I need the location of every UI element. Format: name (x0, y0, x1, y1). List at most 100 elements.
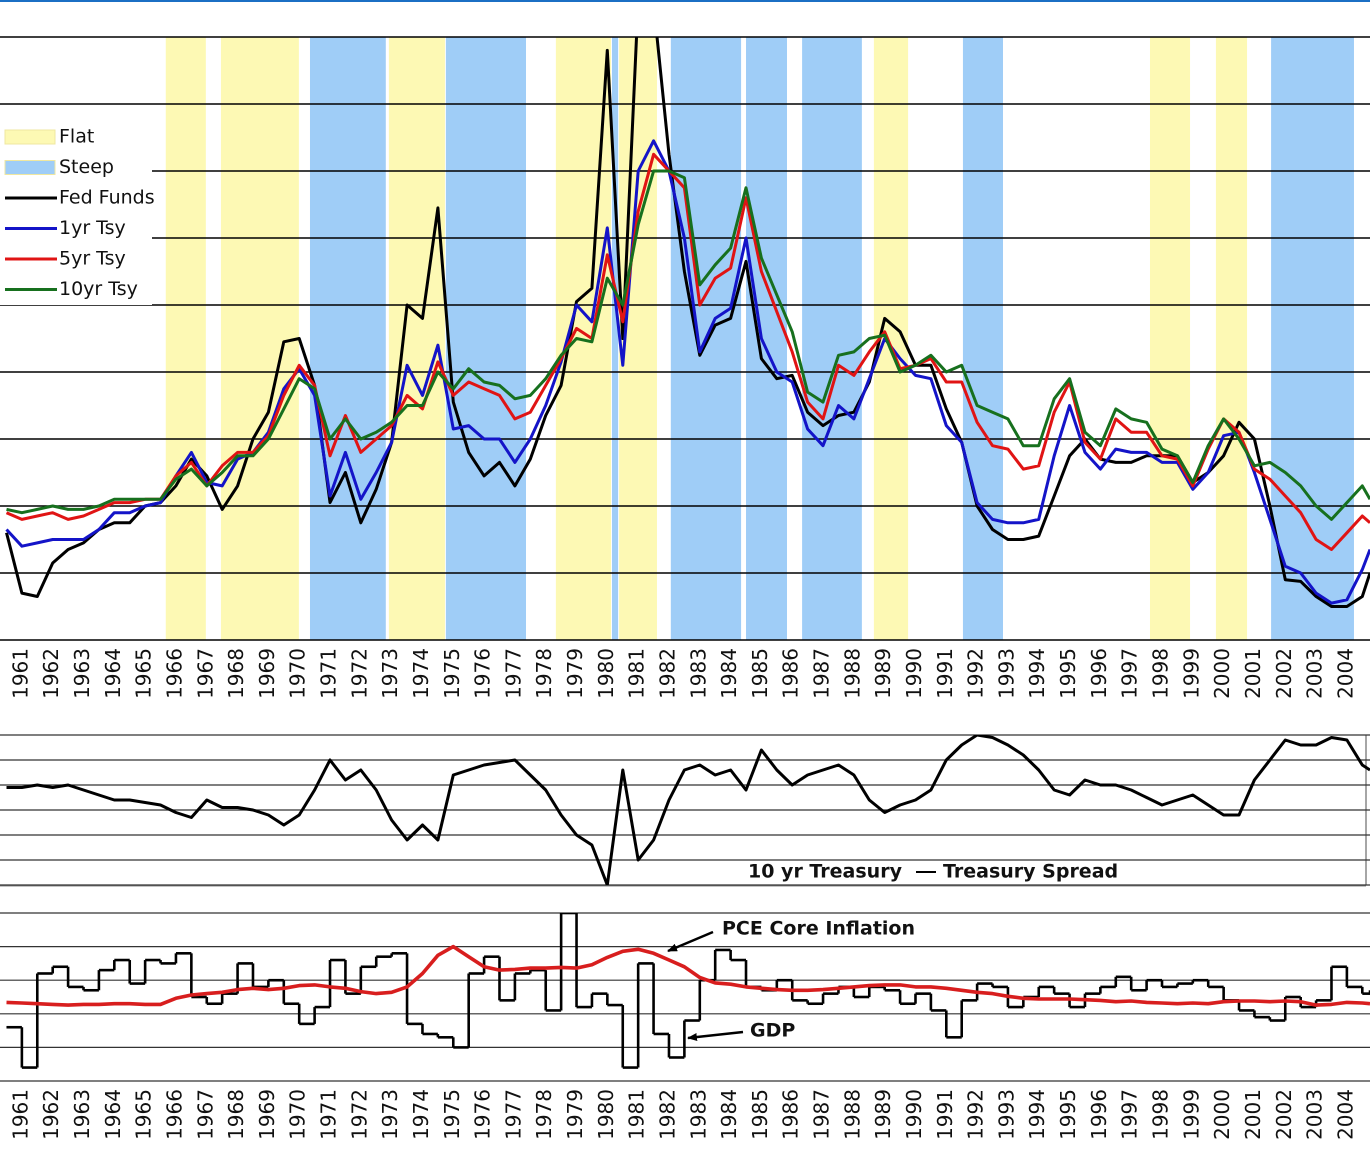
x-tick-label: 1993 (994, 1089, 1018, 1140)
x-tick-label: 1972 (347, 648, 371, 699)
x-tick-label: 1995 (1056, 648, 1080, 699)
x-tick-label: 1996 (1087, 1089, 1111, 1140)
x-tick-label: 2000 (1210, 1089, 1234, 1140)
x-tick-label: 1992 (964, 648, 988, 699)
x-tick-label: 1976 (471, 1089, 495, 1140)
header-rule (0, 0, 1370, 2)
x-tick-label: 1978 (532, 648, 556, 699)
x-tick-label: 1988 (840, 648, 864, 699)
x-tick-label: 1967 (193, 1089, 217, 1140)
regime-band (611, 37, 619, 640)
legend-label: Flat (59, 126, 94, 148)
x-tick-label: 1976 (471, 648, 495, 699)
x-tick-label: 1970 (286, 648, 310, 699)
x-tick-label: 2000 (1210, 648, 1234, 699)
x-tick-label: 1989 (871, 1089, 895, 1140)
x-tick-label: 1980 (594, 648, 618, 699)
regime-band (220, 37, 299, 640)
x-tick-label: 1981 (625, 1089, 649, 1140)
x-tick-label: 1969 (255, 1089, 279, 1140)
label-arrow (667, 930, 714, 953)
x-tick-label: 1984 (717, 1089, 741, 1140)
legend-box (0, 120, 152, 305)
x-tick-label: 1972 (347, 1089, 371, 1140)
x-tick-label: 1961 (8, 648, 32, 699)
series-label: PCE Core Inflation (722, 918, 915, 940)
x-tick-label: 2002 (1272, 1089, 1296, 1140)
x-tick-label: 1995 (1056, 1089, 1080, 1140)
x-tick-label: 1991 (933, 648, 957, 699)
x-tick-label: 1973 (378, 648, 402, 699)
x-tick-label: 1969 (255, 648, 279, 699)
x-tick-label: 1973 (378, 1089, 402, 1140)
series-line (6, 169, 1370, 521)
x-tick-label: 2004 (1333, 1089, 1357, 1140)
x-tick-label: 1966 (162, 648, 186, 699)
legend-label: 5yr Tsy (59, 248, 126, 270)
x-tick-label: 1999 (1179, 1089, 1203, 1140)
x-tick-label: 1982 (655, 648, 679, 699)
x-tick-label: 1977 (501, 648, 525, 699)
x-tick-label: 1994 (1025, 1089, 1049, 1140)
x-tick-label: 1997 (1118, 1089, 1142, 1140)
x-tick-label: 1961 (8, 1089, 32, 1140)
legend-swatch (4, 160, 56, 175)
annotation: 10 yr Treasury (748, 861, 903, 883)
x-tick-label: 1990 (902, 1089, 926, 1140)
legend-label: Steep (59, 156, 114, 178)
x-tick-label: 1997 (1118, 648, 1142, 699)
x-tick-label: 1963 (70, 648, 94, 699)
legend-swatch (4, 129, 56, 145)
x-tick-label: 1964 (101, 648, 125, 699)
series-line (5, 152, 1370, 551)
x-tick-label: 1971 (317, 648, 341, 699)
x-tick-label: 1968 (224, 648, 248, 699)
x-tick-label: 1968 (224, 1089, 248, 1140)
x-tick-label: 1990 (902, 648, 926, 699)
x-tick-label: 2001 (1241, 1089, 1265, 1140)
x-tick-label: 1977 (501, 1089, 525, 1140)
x-tick-label: 1982 (655, 1089, 679, 1140)
x-tick-label: 2003 (1303, 1089, 1327, 1140)
x-tick-label: 1992 (964, 1089, 988, 1140)
x-tick-label: 1981 (625, 648, 649, 699)
x-tick-label: 2001 (1241, 648, 1265, 699)
x-tick-label: 1993 (994, 648, 1018, 699)
x-tick-label: 1985 (748, 648, 772, 699)
x-tick-label: 1999 (1179, 648, 1203, 699)
x-tick-label: 2002 (1272, 648, 1296, 699)
x-tick-label: 1986 (779, 648, 803, 699)
x-tick-label: 1994 (1025, 648, 1049, 699)
x-tick-label: 1971 (317, 1089, 341, 1140)
regime-band (1271, 37, 1354, 640)
regime-band (962, 37, 1004, 640)
x-tick-label: 1988 (840, 1089, 864, 1140)
legend-label: Treasury Spread (943, 861, 1118, 883)
regime-band (746, 37, 787, 640)
regime-band (165, 37, 206, 640)
x-tick-label: 1978 (532, 1089, 556, 1140)
series-line (6, 735, 1370, 885)
x-tick-label: 1963 (70, 1089, 94, 1140)
regime-band (388, 37, 445, 640)
x-tick-label: 1967 (193, 648, 217, 699)
x-tick-label: 1991 (933, 1089, 957, 1140)
x-tick-label: 1987 (810, 1089, 834, 1140)
x-tick-label: 1996 (1087, 648, 1111, 699)
x-tick-label: 1979 (563, 648, 587, 699)
x-tick-label: 2003 (1303, 648, 1327, 699)
x-tick-label: 1975 (440, 1089, 464, 1140)
legend-label: 10yr Tsy (59, 278, 138, 300)
x-tick-label: 1974 (409, 648, 433, 699)
x-tick-label: 1983 (686, 648, 710, 699)
regime-band (445, 37, 526, 640)
x-tick-label: 1965 (132, 648, 156, 699)
x-tick-label: 1975 (440, 648, 464, 699)
x-tick-label: 1965 (132, 1089, 156, 1140)
x-tick-label: 1970 (286, 1089, 310, 1140)
x-tick-label: 1987 (810, 648, 834, 699)
regime-band (309, 37, 386, 640)
x-tick-label: 1984 (717, 648, 741, 699)
x-tick-label: 1989 (871, 648, 895, 699)
x-tick-label: 1985 (748, 1089, 772, 1140)
